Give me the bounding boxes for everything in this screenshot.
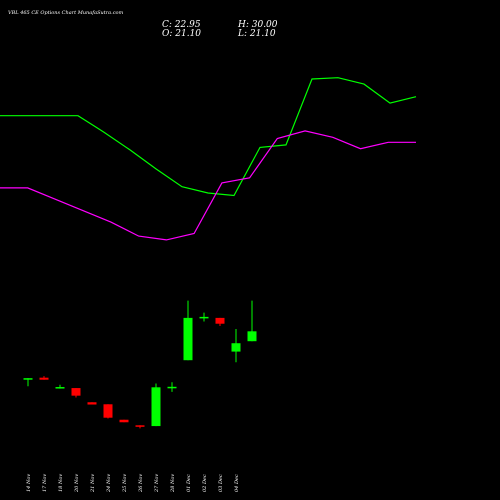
candles-layer bbox=[23, 300, 257, 429]
x-tick-label: 21 Nov bbox=[90, 474, 96, 493]
low-value: L: 21.10 bbox=[237, 29, 276, 39]
candle-body bbox=[199, 316, 209, 319]
bands-layer bbox=[0, 77, 417, 241]
candle-body bbox=[231, 343, 241, 352]
lower-band-line bbox=[0, 130, 416, 241]
candle-body bbox=[23, 378, 33, 380]
x-tick-label: 28 Nov bbox=[170, 474, 176, 493]
x-tick-label: 26 Nov bbox=[138, 474, 144, 493]
candle-body bbox=[71, 388, 81, 396]
chart-title: VBL 465 CE Options Chart MunafaSutra.com bbox=[8, 10, 124, 16]
candle-body bbox=[151, 387, 161, 427]
candle-body bbox=[135, 425, 145, 427]
upper-band-line bbox=[0, 77, 417, 197]
x-tick-label: 27 Nov bbox=[154, 474, 160, 493]
open-value: O: 21.10 bbox=[162, 29, 201, 39]
candle-body bbox=[39, 377, 49, 380]
x-tick-label: 03 Dec bbox=[218, 474, 224, 492]
x-tick-label: 04 Dec bbox=[234, 474, 240, 492]
x-tick-label: 01 Dec bbox=[186, 474, 192, 492]
x-tick-label: 02 Dec bbox=[202, 474, 208, 492]
x-axis-ticks: 14 Nov 17 Nov 18 Nov 20 Nov 21 Nov 24 Nov 25 N… bbox=[26, 474, 240, 493]
x-tick-label: 20 Nov bbox=[74, 474, 80, 493]
candle-body bbox=[119, 419, 129, 423]
x-tick-label: 18 Nov bbox=[58, 474, 64, 492]
candle-body bbox=[55, 387, 65, 389]
x-tick-label: 17 Nov bbox=[42, 474, 48, 492]
high-value: H: 30.00 bbox=[237, 20, 278, 30]
x-tick-label: 14 Nov bbox=[26, 474, 32, 492]
candle-body bbox=[87, 402, 97, 405]
close-value: C: 22.95 bbox=[162, 20, 201, 30]
x-tick-label: 24 Nov bbox=[106, 474, 112, 493]
candle-body bbox=[247, 331, 257, 342]
candle-body bbox=[215, 317, 225, 324]
candle-body bbox=[183, 317, 193, 361]
x-tick-label: 25 Nov bbox=[122, 474, 128, 493]
candle-body bbox=[167, 386, 177, 389]
candle-body bbox=[103, 404, 113, 418]
